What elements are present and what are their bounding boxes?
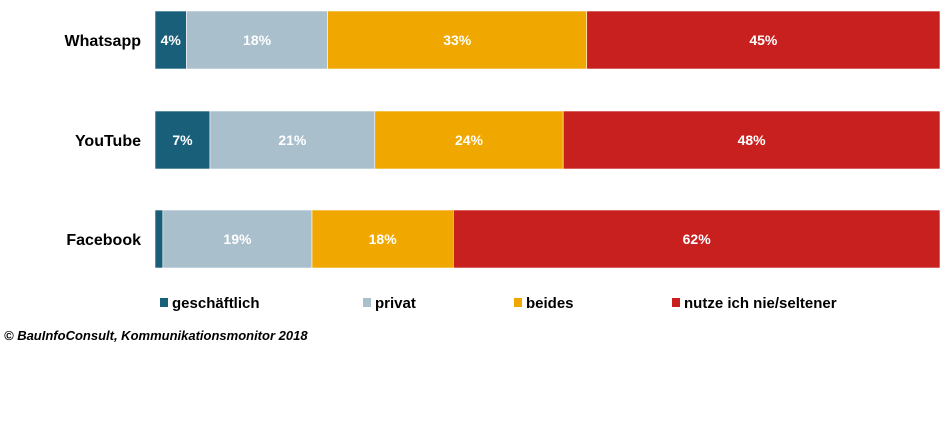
legend-label-geschaeftlich: geschäftlich <box>172 295 260 312</box>
legend-swatch-geschaeftlich <box>160 298 168 307</box>
value-label-youtube-nutze-ich-nie-seltener: 48% <box>738 132 767 148</box>
bar-segment-youtube-geschaeftlich <box>154 110 211 170</box>
value-label-youtube-privat: 21% <box>278 132 307 148</box>
legend-swatch-beides <box>514 298 522 307</box>
value-label-facebook-privat: 19% <box>223 231 252 247</box>
bar-segment-facebook-privat <box>162 209 313 269</box>
category-label-whatsapp: Whatsapp <box>65 33 142 50</box>
value-label-youtube-beides: 24% <box>455 132 484 148</box>
value-label-youtube-geschaeftlich: 7% <box>172 132 193 148</box>
legend-item-nutze-ich-nie-seltener: nutze ich nie/seltener <box>672 295 837 312</box>
legend-item-beides: beides <box>514 295 574 312</box>
value-label-whatsapp-privat: 18% <box>243 32 272 48</box>
value-label-whatsapp-geschaeftlich: 4% <box>161 32 182 48</box>
legend-swatch-privat <box>363 298 371 307</box>
bar-segment-youtube-privat <box>209 110 376 170</box>
bar-segment-whatsapp-privat <box>186 10 328 70</box>
legend-item-geschaeftlich: geschäftlich <box>160 295 260 312</box>
bar-segment-youtube-nutze-ich-nie-seltener <box>562 110 941 170</box>
value-label-whatsapp-nutze-ich-nie-seltener: 45% <box>749 32 778 48</box>
source-note: © BauInfoConsult, Kommunikationsmonitor … <box>4 328 308 343</box>
bar-segment-facebook-beides <box>311 209 454 269</box>
bar-segment-whatsapp-nutze-ich-nie-seltener <box>586 10 941 70</box>
bars-layer <box>154 10 941 269</box>
bar-segment-youtube-beides <box>374 110 564 170</box>
legend: geschäftlich privat beides nutze ich nie/se… <box>160 295 837 312</box>
bar-segment-whatsapp-geschaeftlich <box>154 10 187 70</box>
value-label-facebook-beides: 18% <box>369 231 398 247</box>
legend-item-privat: privat <box>363 295 416 312</box>
bar-segment-facebook-nutze-ich-nie-seltener <box>452 209 941 269</box>
value-label-whatsapp-beides: 33% <box>443 32 472 48</box>
bar-segment-facebook-geschaeftlich <box>154 209 164 269</box>
bar-segment-whatsapp-beides <box>327 10 588 70</box>
category-label-youtube: YouTube <box>75 133 141 150</box>
category-label-facebook: Facebook <box>66 232 141 249</box>
legend-label-beides: beides <box>526 295 574 312</box>
value-label-facebook-nutze-ich-nie-seltener: 62% <box>683 231 712 247</box>
labels-layer: Whatsapp 4% 18% 33% 45% YouTube 7% 21% 24% 48% Fac… <box>65 32 778 249</box>
legend-label-nutze-ich-nie-seltener: nutze ich nie/seltener <box>684 295 837 312</box>
legend-swatch-nutze-ich-nie-seltener <box>672 298 680 307</box>
legend-label-privat: privat <box>375 295 416 312</box>
